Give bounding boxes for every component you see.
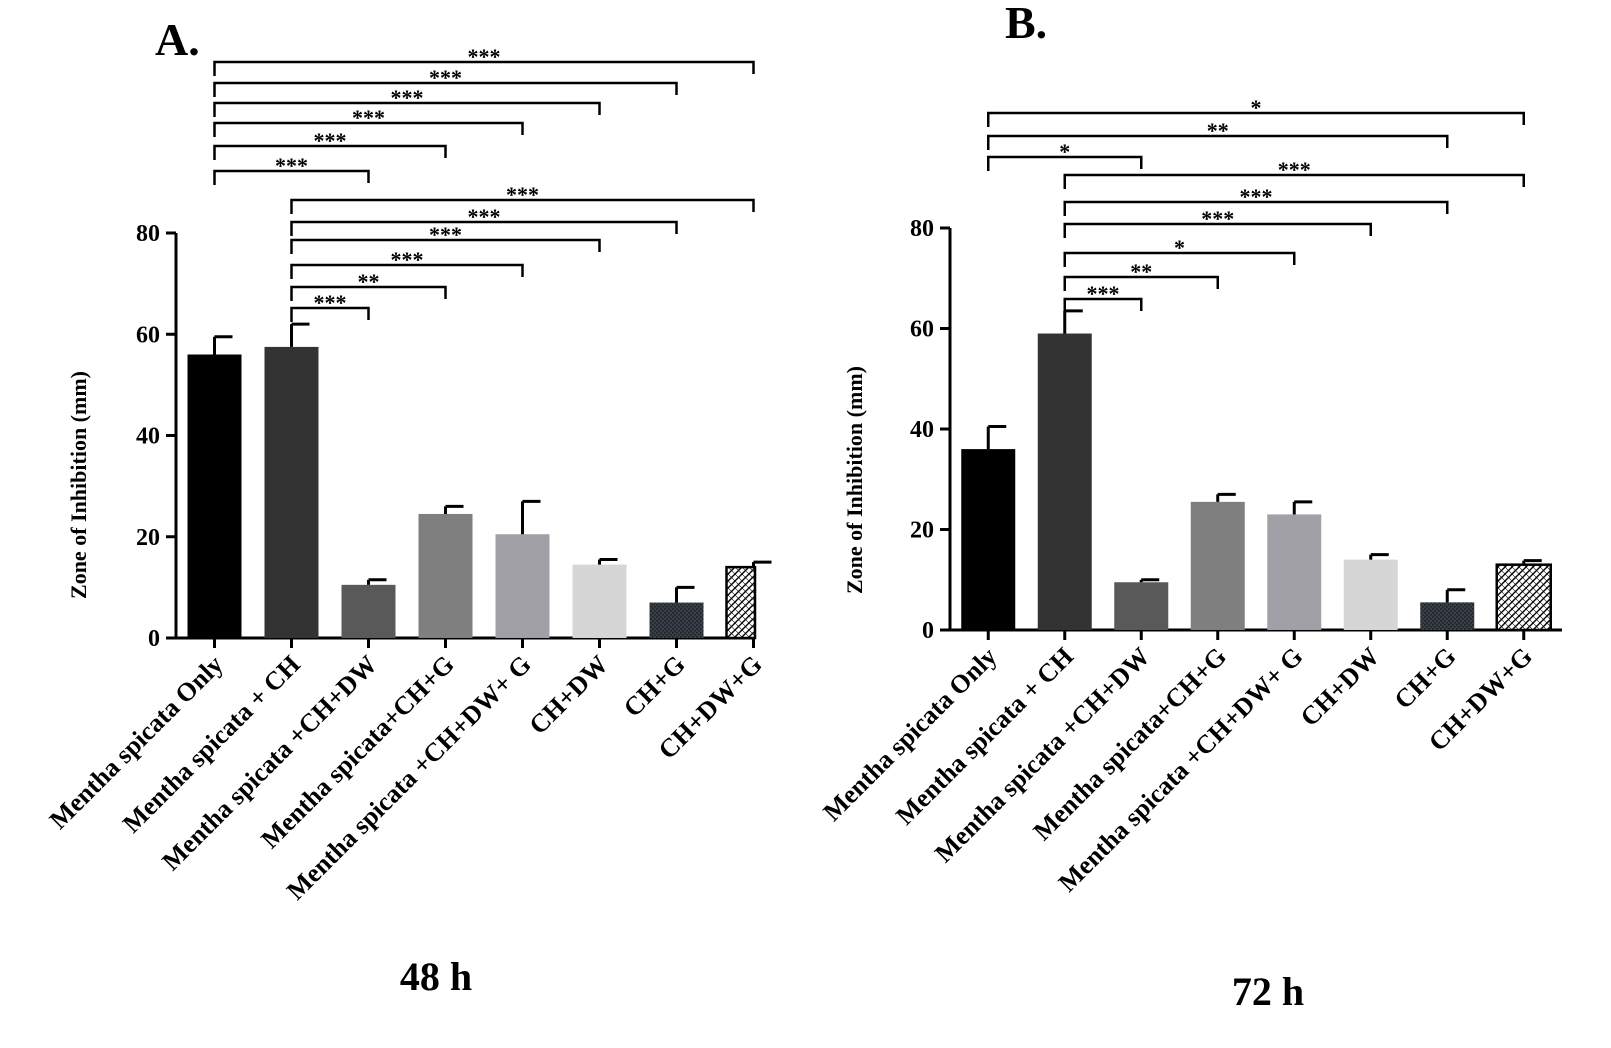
significance-label: ** bbox=[1130, 259, 1152, 284]
y-tick-label: 20 bbox=[136, 525, 160, 551]
significance-label: *** bbox=[429, 65, 462, 90]
y-tick-label: 0 bbox=[922, 618, 934, 644]
time-label: 72 h bbox=[1232, 969, 1304, 1014]
significance-label: *** bbox=[352, 105, 385, 130]
significance-label: *** bbox=[275, 153, 308, 178]
panel-letter: B. bbox=[1005, 0, 1047, 48]
significance-label: * bbox=[1251, 95, 1262, 120]
significance-bracket bbox=[1063, 297, 1143, 313]
significance-bracket bbox=[290, 238, 601, 254]
category-label: CH+DW bbox=[1295, 642, 1385, 732]
significance-label: *** bbox=[391, 85, 424, 110]
category-label: CH+DW bbox=[524, 650, 614, 740]
bar bbox=[1343, 559, 1398, 630]
significance-bracket bbox=[1063, 173, 1525, 189]
significance-label: ** bbox=[358, 269, 380, 294]
significance-label: *** bbox=[314, 128, 347, 153]
category-label: CH+G bbox=[1389, 642, 1462, 715]
panel-letter: A. bbox=[155, 14, 200, 65]
significance-bracket bbox=[290, 263, 524, 279]
bar bbox=[725, 565, 757, 640]
bar bbox=[1267, 514, 1322, 630]
bar bbox=[1114, 582, 1169, 630]
significance-bracket bbox=[987, 155, 1143, 171]
category-label: CH+G bbox=[618, 650, 691, 723]
significance-bracket bbox=[290, 220, 678, 236]
bar bbox=[1495, 563, 1552, 632]
time-label: 48 h bbox=[400, 954, 472, 999]
significance-label: *** bbox=[391, 247, 424, 272]
significance-bracket bbox=[213, 144, 447, 160]
y-axis-label: Zone of Inhibition (mm) bbox=[66, 371, 91, 599]
bar bbox=[572, 564, 627, 638]
bar bbox=[341, 584, 396, 638]
significance-label: *** bbox=[468, 44, 501, 69]
significance-label: *** bbox=[1240, 184, 1273, 209]
significance-label: *** bbox=[429, 222, 462, 247]
significance-label: *** bbox=[1201, 206, 1234, 231]
significance-label: * bbox=[1174, 235, 1185, 260]
significance-label: *** bbox=[314, 290, 347, 315]
bar bbox=[495, 534, 550, 638]
y-tick-label: 40 bbox=[910, 417, 934, 443]
significance-bracket bbox=[987, 134, 1449, 150]
bar bbox=[418, 513, 473, 638]
y-tick-label: 60 bbox=[136, 322, 160, 348]
bar bbox=[187, 354, 242, 638]
significance-bracket bbox=[1063, 222, 1372, 238]
significance-bracket bbox=[290, 306, 370, 322]
bar bbox=[1037, 333, 1092, 630]
y-tick-label: 80 bbox=[910, 216, 934, 242]
bar bbox=[1420, 602, 1475, 630]
y-tick-label: 0 bbox=[148, 626, 160, 652]
y-tick-label: 40 bbox=[136, 424, 160, 450]
significance-bracket bbox=[1063, 275, 1219, 291]
y-axis-label: Zone of Inhibition (mm) bbox=[842, 366, 867, 594]
bar bbox=[264, 346, 319, 638]
bar bbox=[1190, 501, 1245, 630]
significance-label: ** bbox=[1207, 118, 1229, 143]
significance-bracket bbox=[1063, 200, 1449, 216]
significance-bracket bbox=[290, 285, 447, 301]
significance-bracket bbox=[213, 81, 678, 97]
significance-bracket bbox=[213, 60, 755, 76]
y-tick-label: 60 bbox=[910, 317, 934, 343]
significance-label: *** bbox=[1087, 281, 1120, 306]
significance-bracket bbox=[213, 169, 370, 185]
significance-label: *** bbox=[468, 204, 501, 229]
significance-bracket bbox=[213, 101, 601, 117]
y-tick-label: 80 bbox=[136, 221, 160, 247]
y-tick-label: 20 bbox=[910, 518, 934, 544]
bar bbox=[649, 602, 704, 638]
significance-bracket bbox=[987, 111, 1525, 127]
significance-label: * bbox=[1059, 139, 1070, 164]
significance-label: *** bbox=[506, 182, 539, 207]
significance-bracket bbox=[290, 198, 755, 214]
bar bbox=[961, 449, 1016, 630]
significance-label: *** bbox=[1278, 157, 1311, 182]
significance-bracket bbox=[1063, 251, 1296, 267]
significance-bracket bbox=[213, 121, 524, 137]
